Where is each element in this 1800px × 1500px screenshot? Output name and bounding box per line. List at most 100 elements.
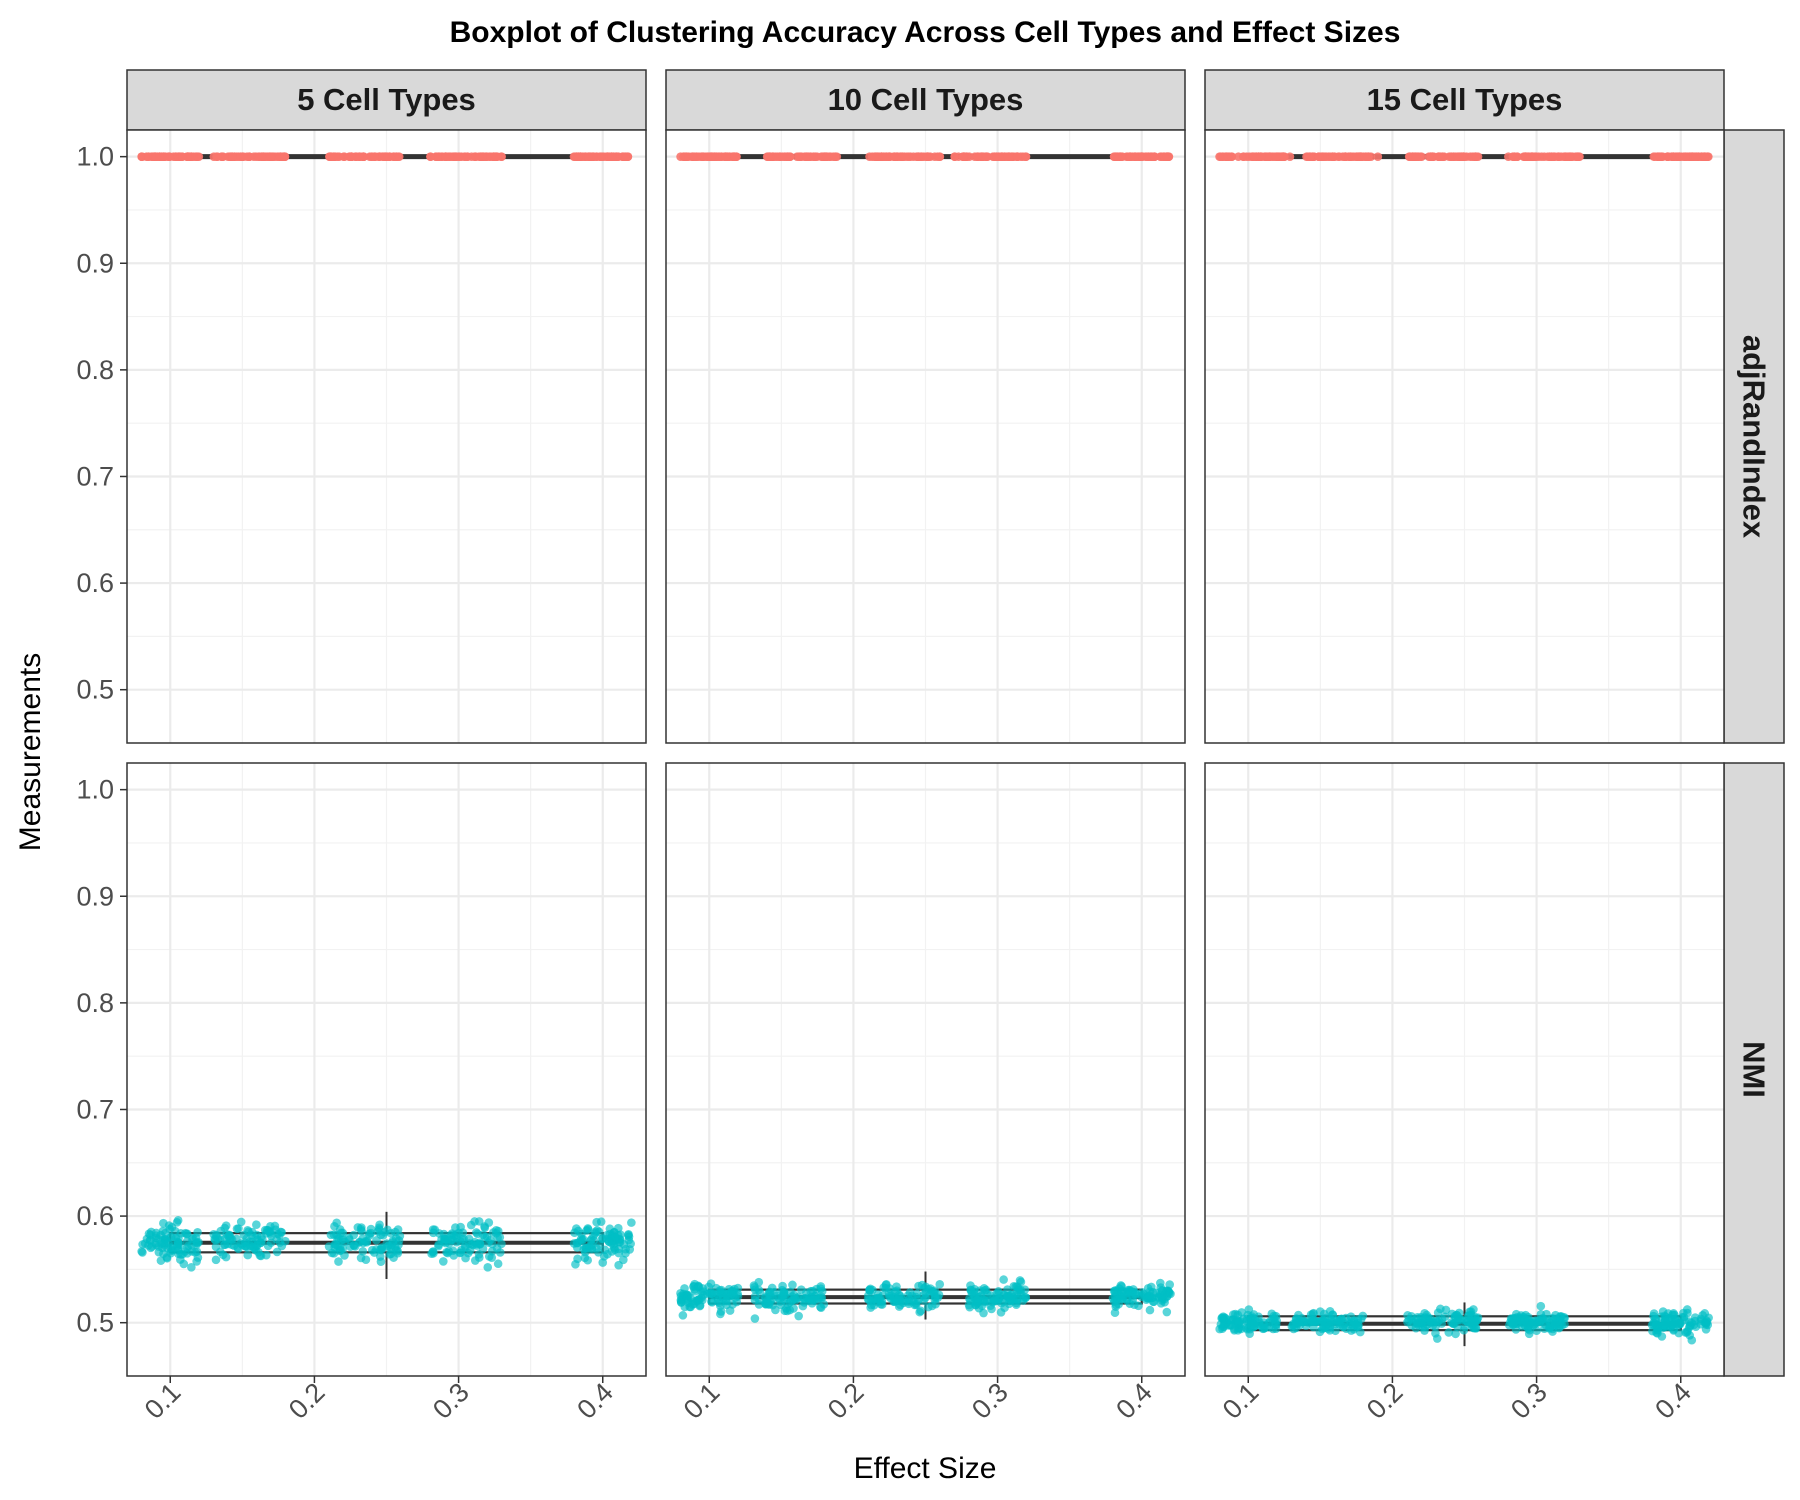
data-point [484,1218,494,1227]
data-point [624,1232,634,1241]
data-point [1458,152,1468,161]
data-point [466,1220,476,1230]
data-point [889,152,898,161]
data-point [470,1256,480,1265]
data-point [892,1286,902,1295]
data-point [882,152,891,161]
data-point [1162,1286,1171,1296]
data-point [703,152,713,161]
data-point [572,1224,581,1233]
data-point [1655,152,1665,161]
data-point [1440,1312,1450,1322]
data-point [771,1305,780,1315]
data-point [866,1303,875,1312]
panel-border [665,129,1186,744]
data-point [439,1257,448,1266]
panel-border [126,129,647,744]
data-point [583,1225,593,1234]
data-point [1156,1278,1165,1288]
data-point [1550,1319,1560,1329]
data-point [232,1224,242,1234]
data-point [1700,1309,1710,1318]
data-point [778,152,787,161]
data-point [982,152,991,161]
data-point [798,1301,808,1311]
data-point [676,1298,686,1307]
data-point [179,1259,189,1269]
data-point [1512,1313,1522,1322]
data-point [1543,152,1553,161]
data-point [1447,1309,1457,1319]
data-point [1528,1319,1537,1328]
data-point [1346,1312,1356,1321]
data-point [573,152,583,161]
data-point [211,1255,221,1265]
chart-title: Boxplot of Clustering Accuracy Across Ce… [450,16,1401,49]
data-point [1319,1309,1329,1319]
data-point [1123,1285,1133,1295]
data-point [1657,1332,1667,1341]
data-point [583,1255,592,1265]
data-point [1285,152,1295,161]
data-point [334,1257,343,1266]
data-point [1239,152,1248,161]
panel-border [1204,762,1725,1377]
data-point [1510,152,1519,161]
data-point [158,1226,168,1236]
data-point [176,1250,186,1259]
data-point [982,1297,992,1306]
data-point [1237,1308,1246,1317]
data-point [193,1227,202,1237]
data-point [683,1291,692,1300]
data-point [266,152,275,161]
data-point [260,1225,270,1235]
data-point [1352,152,1361,161]
data-point [935,1279,945,1289]
data-point [1661,1321,1670,1330]
data-point [569,1239,579,1248]
data-point [587,1244,597,1254]
data-point [571,1260,580,1269]
y-tick-label: 0.7 [76,1094,114,1124]
data-point [1289,1324,1298,1334]
data-point [819,1299,829,1309]
data-point [725,1306,735,1315]
data-point [252,1230,262,1240]
data-point [1256,1321,1265,1331]
data-point [272,1247,282,1257]
data-point [598,1258,608,1267]
data-point [1020,1285,1030,1295]
data-point [336,1246,346,1255]
data-point [1256,152,1266,161]
data-point [973,1295,982,1305]
data-point [1014,1285,1023,1295]
data-point [394,152,404,161]
data-point [236,1217,246,1227]
data-point [676,1288,685,1298]
data-point [922,152,931,161]
data-point [1328,152,1338,161]
data-point [331,1240,340,1249]
data-point [1021,1293,1031,1302]
data-point [698,1290,708,1300]
data-point [1556,152,1566,161]
data-point [904,1299,914,1309]
data-point [182,1248,192,1258]
data-point [1676,1318,1685,1328]
data-point [870,152,879,161]
data-point [935,152,944,161]
data-point [239,1230,249,1240]
data-point [279,152,289,161]
data-point [137,152,147,161]
data-point [1021,152,1031,161]
data-point [1647,1320,1657,1330]
data-point [1565,152,1574,161]
data-point [933,1293,943,1302]
y-tick-label: 0.8 [76,988,114,1018]
data-point [1333,1315,1342,1325]
data-point [676,152,685,161]
data-point [1373,152,1383,161]
data-point [1142,152,1152,161]
data-point [1131,1289,1140,1299]
data-point [1422,1310,1432,1320]
